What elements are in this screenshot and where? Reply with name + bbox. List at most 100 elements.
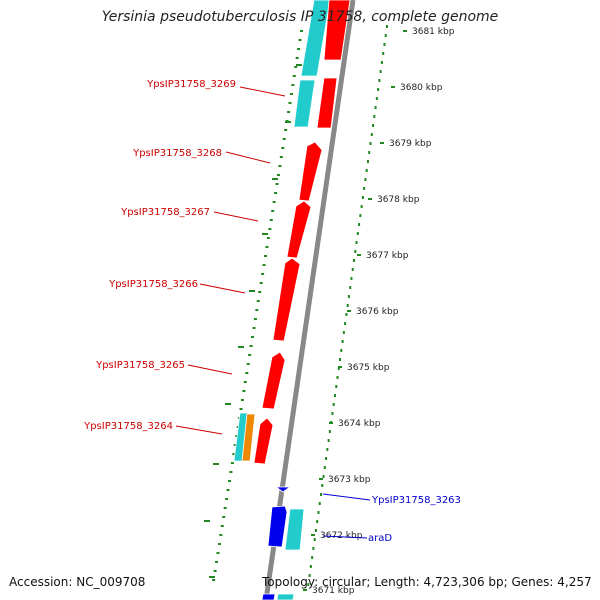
accession-label: Accession: NC_009708: [9, 575, 146, 589]
gc-dash-wide: [238, 346, 244, 348]
kbp-tick-label: 3671 kbp: [312, 586, 355, 596]
gc-dash: [284, 129, 288, 131]
genome-title: Yersinia pseudotuberculosis IP 31758, co…: [101, 9, 499, 25]
gc-dash: [233, 444, 237, 446]
scale-dot: [307, 583, 310, 586]
scale-dot: [374, 106, 377, 109]
gc-dash: [232, 453, 236, 455]
gc-dash: [239, 408, 243, 410]
gene-label: YpsIP31758_3264: [83, 421, 173, 432]
gc-dash: [297, 48, 301, 50]
scale-dot: [377, 88, 380, 91]
gc-dash: [219, 534, 223, 536]
kbp-tick-label: 3675 kbp: [347, 363, 390, 373]
gc-dash: [245, 372, 249, 374]
kbp-tick-mark: [338, 366, 342, 368]
gc-dash: [228, 480, 231, 482]
gc-dash: [253, 318, 257, 320]
scale-dot: [347, 295, 350, 298]
scale-dot: [356, 232, 359, 235]
kbp-tick-label: 3678 kbp: [377, 195, 420, 205]
gc-dash: [289, 93, 293, 95]
gc-dash: [225, 498, 229, 500]
scale-dot: [328, 430, 331, 433]
gc-dash: [243, 381, 247, 383]
gc-dash: [213, 570, 217, 572]
scale-dot: [333, 394, 336, 397]
gc-dash: [246, 363, 250, 365]
gene-label: YpsIP31758_3268: [132, 148, 222, 159]
scale-dot: [337, 367, 340, 370]
scale-dot: [312, 547, 315, 550]
kbp-tick-mark: [329, 422, 333, 424]
scale-dot: [309, 565, 312, 568]
kbp-tick-label: 3680 kbp: [400, 83, 443, 93]
gc-dash: [295, 57, 299, 59]
cds-plus-arrow: [272, 257, 301, 342]
kbp-tick-label: 3673 kbp: [328, 475, 371, 485]
gc-dash-wide: [249, 290, 255, 292]
cds-plus-arrow: [261, 351, 286, 410]
kbp-tick-label: 3677 kbp: [366, 251, 409, 261]
scale-dot: [320, 493, 323, 496]
scale-dot: [313, 538, 316, 541]
gc-dash: [291, 84, 295, 86]
gc-dash: [230, 462, 234, 464]
cyan-gene-block: [300, 0, 331, 77]
gc-dash: [240, 399, 244, 401]
gene-label-leader: [187, 364, 233, 375]
gene-label: YpsIP31758_3266: [108, 279, 198, 290]
backbone-axis: [263, 0, 356, 600]
scale-dot: [339, 358, 342, 361]
kbp-tick-mark: [368, 198, 372, 200]
scale-dot: [311, 556, 314, 559]
gc-dash: [278, 165, 282, 167]
gc-dash: [262, 264, 266, 266]
gc-dash: [259, 282, 263, 284]
scale-dot: [359, 214, 362, 217]
gc-dash: [269, 219, 273, 221]
scale-dot: [365, 169, 368, 172]
scale-dot: [370, 133, 373, 136]
scale-dot: [354, 250, 357, 253]
gc-dash: [272, 201, 276, 203]
cds-plus-arrow: [298, 141, 323, 202]
gc-dash: [220, 525, 224, 527]
scale-dot: [380, 61, 383, 64]
scale-dot: [332, 403, 335, 406]
gc-dash: [261, 273, 265, 275]
gc-dash: [265, 246, 269, 248]
kbp-ticks: 3681 kbp 3680 kbp 3679 kbp 3678 kbp 3677 kbp…: [303, 27, 455, 596]
kbp-tick-mark: [303, 589, 307, 591]
kbp-tick-label: 3681 kbp: [412, 27, 455, 37]
scale-dot: [360, 205, 363, 208]
kbp-tick-mark: [391, 86, 395, 88]
gene-label-leader: [175, 425, 223, 435]
gc-dash-wide: [209, 576, 215, 578]
genome-summary: Topology: circular; Length: 4,723,306 bp…: [262, 575, 592, 589]
gc-dash: [300, 30, 303, 32]
gene-label: YpsIP31758_3265: [95, 360, 185, 371]
kbp-tick-mark: [380, 142, 384, 144]
gc-dash: [223, 507, 227, 509]
scale-dot: [318, 502, 321, 505]
scale-dot: [344, 322, 347, 325]
kbp-tick-mark: [311, 534, 315, 536]
gc-dash: [275, 183, 279, 185]
scale-dot: [336, 376, 339, 379]
scale-dot: [308, 574, 311, 577]
gc-dash: [251, 336, 255, 338]
scale-dot: [346, 304, 349, 307]
scale-dot: [358, 223, 361, 226]
scale-dot: [373, 115, 376, 118]
gc-dash-wide: [262, 233, 268, 235]
gc-dash: [287, 111, 291, 113]
scale-dot: [353, 259, 356, 262]
scale-dot: [364, 178, 367, 181]
cyan-gene-block: [293, 79, 316, 128]
scale-dot: [375, 97, 378, 100]
scale-dot: [331, 412, 334, 415]
gene-label: YpsIP31758_3267: [120, 207, 210, 218]
gc-dash: [288, 102, 292, 104]
